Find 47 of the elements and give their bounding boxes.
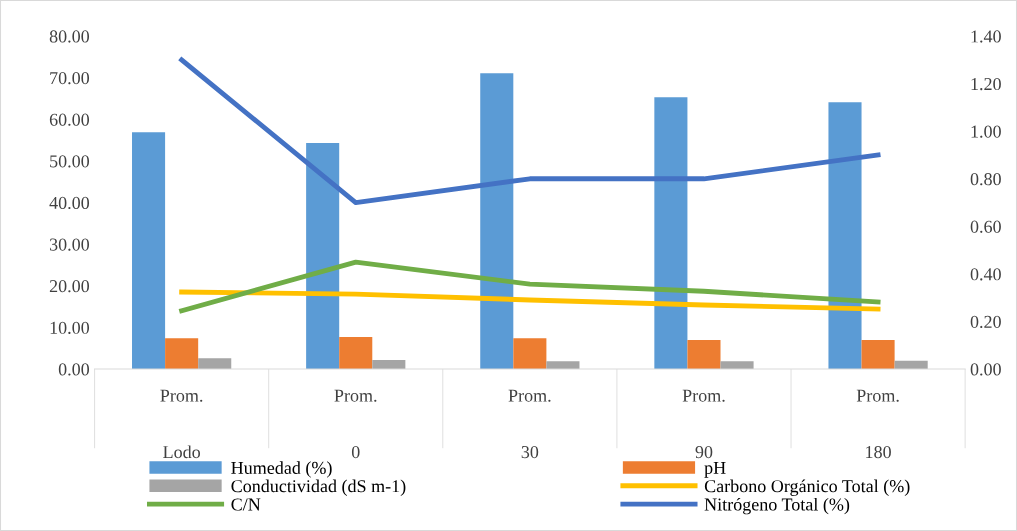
y-tick-label: 40.00: [49, 196, 90, 210]
y2-tick-label: 0.00: [970, 363, 1001, 376]
legend-label: Nitrógeno Total (%): [704, 497, 850, 515]
y2-tick-label: 0.80: [970, 173, 1001, 186]
y2-tick-label: 1.40: [971, 30, 1001, 43]
bar: [828, 102, 862, 370]
bar: [513, 338, 547, 370]
x-tick-label: 0: [351, 445, 360, 459]
y-tick-label: 10.00: [50, 321, 90, 334]
y2-tick-label: 1.00: [971, 125, 1001, 138]
y-tick-label: 50.00: [50, 155, 90, 168]
x-tick-label: 30: [521, 445, 539, 459]
y-tick-label: 0.00: [58, 363, 90, 376]
legend-label: C/N: [231, 498, 261, 511]
bar: [654, 97, 688, 370]
y-tick-label: 80.00: [49, 30, 90, 43]
legend-label: Conductividad (dS m-1): [231, 479, 406, 496]
bar: [480, 73, 514, 370]
bar: [306, 143, 340, 370]
x-tick-label: Lodo: [163, 445, 200, 459]
bar: [198, 358, 232, 370]
x-tick-label: 180: [866, 445, 891, 459]
y-tick-label: 70.00: [50, 71, 90, 85]
line-series: [179, 57, 881, 206]
legend-label: pH: [704, 461, 726, 478]
text: Prom.: [856, 389, 899, 402]
y-tick-label: 20.00: [49, 280, 90, 293]
y2-tick-label: 1.20: [971, 77, 1001, 91]
bar: [165, 338, 199, 370]
y2-tick-label: 0.40: [970, 268, 1001, 281]
legend-label: Humedad (%): [231, 461, 332, 478]
bar: [132, 132, 166, 370]
x-tick-label: 90: [695, 445, 713, 459]
legend-label: Carbono Orgánico Total (%): [704, 479, 910, 496]
y2-tick-label: 0.20: [970, 315, 1001, 328]
text: Prom.: [160, 389, 203, 402]
bar: [861, 339, 895, 370]
text: Prom.: [508, 389, 551, 402]
line-series: [179, 259, 881, 314]
text: Prom.: [334, 389, 377, 402]
text: Prom.: [682, 389, 725, 402]
y-tick-label: 60.00: [49, 113, 90, 126]
y-tick-label: 30.00: [49, 238, 90, 251]
bar: [687, 339, 721, 370]
line-series: [179, 289, 881, 312]
y2-tick-label: 0.60: [970, 220, 1001, 233]
bar: [339, 337, 373, 370]
